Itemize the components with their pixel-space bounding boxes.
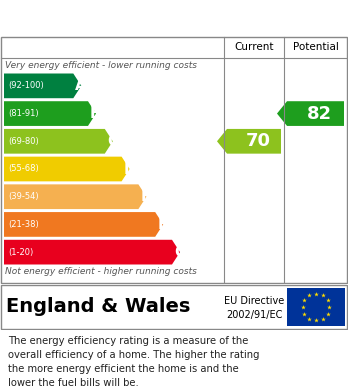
Polygon shape xyxy=(4,74,81,98)
Text: (69-80): (69-80) xyxy=(8,137,39,146)
Text: Energy Efficiency Rating: Energy Efficiency Rating xyxy=(8,11,218,25)
Text: A: A xyxy=(75,78,87,93)
Text: (55-68): (55-68) xyxy=(8,165,39,174)
Polygon shape xyxy=(217,129,281,154)
Polygon shape xyxy=(4,240,180,264)
Text: (81-91): (81-91) xyxy=(8,109,39,118)
Text: Potential: Potential xyxy=(293,42,339,52)
Text: C: C xyxy=(107,134,118,149)
Text: (21-38): (21-38) xyxy=(8,220,39,229)
Polygon shape xyxy=(4,101,96,126)
Bar xyxy=(287,288,345,326)
Text: Current: Current xyxy=(234,42,274,52)
Text: F: F xyxy=(157,217,168,232)
Text: (92-100): (92-100) xyxy=(8,81,44,90)
Text: E: E xyxy=(140,189,151,204)
Text: EU Directive: EU Directive xyxy=(224,296,284,307)
Text: Very energy efficient - lower running costs: Very energy efficient - lower running co… xyxy=(5,61,197,70)
Text: 2002/91/EC: 2002/91/EC xyxy=(226,310,282,320)
Text: (39-54): (39-54) xyxy=(8,192,39,201)
Polygon shape xyxy=(4,185,147,209)
Text: B: B xyxy=(90,106,102,121)
Polygon shape xyxy=(4,157,129,181)
Text: The energy efficiency rating is a measure of the
overall efficiency of a home. T: The energy efficiency rating is a measur… xyxy=(8,336,260,388)
Text: (1-20): (1-20) xyxy=(8,248,33,256)
Text: G: G xyxy=(174,245,187,260)
Polygon shape xyxy=(277,101,344,126)
Text: England & Wales: England & Wales xyxy=(6,298,190,316)
Polygon shape xyxy=(4,129,113,154)
Text: D: D xyxy=(124,161,136,176)
Text: 82: 82 xyxy=(307,104,332,122)
Text: 70: 70 xyxy=(245,132,270,150)
Text: Not energy efficient - higher running costs: Not energy efficient - higher running co… xyxy=(5,267,197,276)
Polygon shape xyxy=(4,212,163,237)
